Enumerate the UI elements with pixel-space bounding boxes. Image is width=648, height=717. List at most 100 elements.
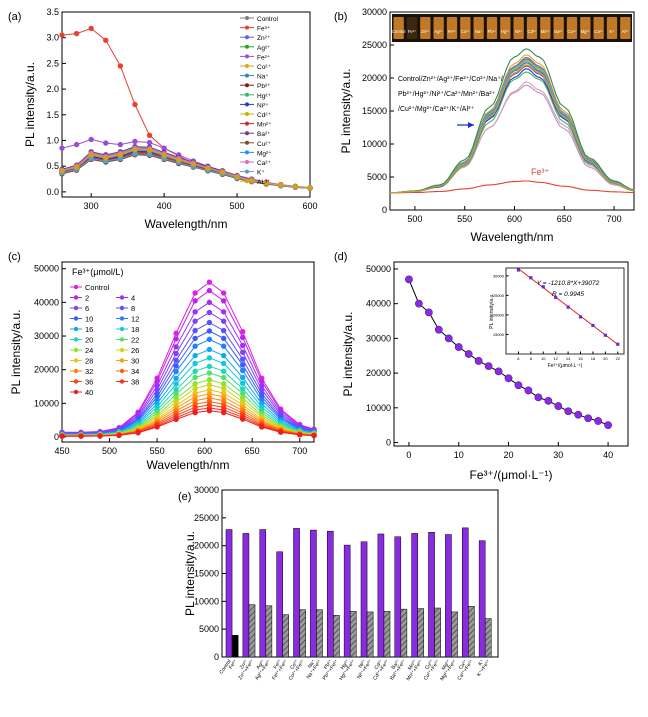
panel-a-legend-label: Control	[257, 16, 279, 23]
panel-a-point	[292, 184, 299, 190]
panel-d-ytick-label: 20000	[366, 368, 391, 378]
panel-e-bar	[343, 544, 351, 658]
panel-c-ytick-label: 40000	[34, 297, 59, 307]
panel-c-point	[206, 370, 213, 376]
panel-c-point	[311, 432, 317, 439]
panel-b-ytick-label: 15000	[362, 106, 387, 116]
panel-b-series-line	[389, 81, 635, 194]
panel-c-legend-label: 28	[85, 357, 93, 366]
panel-a-point	[117, 152, 124, 158]
panel-b-vial	[406, 17, 418, 39]
panel-c-point	[173, 350, 179, 357]
panel-d-point	[574, 410, 583, 419]
panel-d-point	[604, 421, 612, 430]
panel-e-bar	[327, 530, 334, 658]
panel-c-point	[192, 318, 198, 324]
panel-a-point	[263, 180, 269, 186]
panel-a-point	[59, 168, 65, 174]
panel-c-legend-marker	[73, 337, 79, 342]
panel-c-point	[220, 309, 227, 315]
panel-d-point	[564, 407, 573, 416]
panel-c-point	[192, 360, 198, 367]
panel-a-legend-marker	[245, 73, 249, 78]
panel-c-point	[206, 408, 213, 414]
panel-b-vial-label: Na⁺	[475, 29, 483, 34]
panel-b-vial	[473, 17, 484, 39]
panel-c-legend-marker	[73, 358, 79, 363]
panel-d-point	[434, 325, 443, 334]
panel-a-legend-marker	[245, 140, 249, 145]
panel-d-point	[405, 275, 413, 284]
panel-b-series-line	[390, 59, 635, 194]
panel-c-series-line	[62, 357, 315, 436]
panel-b-vial-label: Mn²⁺	[541, 29, 550, 34]
panel-c-legend-label: 6	[85, 304, 89, 313]
panel-d-x-axis-title: Fe³⁺/(μmol·L⁻¹)	[470, 468, 553, 482]
panel-b-ytick-label: 5000	[367, 172, 387, 182]
panel-d-ytick-label: 10000	[366, 403, 391, 413]
panel-e-bar	[478, 540, 486, 658]
panel-c-point	[192, 327, 198, 334]
panel-a-legend-label: K⁺	[257, 170, 265, 177]
panel-c-legend-marker	[73, 347, 79, 353]
panel-d-point	[414, 299, 423, 308]
panel-c-point	[206, 309, 213, 316]
panel-c-point	[192, 309, 198, 315]
panel-c-ytick-label: 30000	[34, 331, 59, 341]
panel-b-vial-label: Zn²⁺	[421, 29, 430, 34]
panel-c-point	[192, 368, 198, 374]
panel-a-point	[59, 32, 65, 38]
panel-c-point	[78, 433, 84, 439]
panel-b-vial-label: Mg²⁺	[581, 29, 590, 34]
panel-b-vial	[620, 17, 631, 39]
panel-label-c: (c)	[8, 251, 21, 263]
panel-d-inset-r: R = 0.9945	[552, 291, 584, 298]
panel-e-category-label: K⁺	[477, 658, 486, 667]
panel-b-series-line	[389, 48, 635, 194]
panel-a-point	[103, 37, 109, 43]
panel-a-point	[278, 182, 284, 188]
panel-b-xtick-label: 550	[457, 214, 472, 224]
panel-d-point	[484, 362, 493, 371]
panel-e-category-label: Ca²⁺	[458, 658, 469, 670]
panel-c-legend-marker	[73, 389, 79, 395]
panel-c-legend-label: 20	[85, 336, 93, 345]
panel-c-ytick-label: 10000	[34, 398, 59, 408]
panel-d-inset-point	[591, 323, 595, 328]
panel-e-bar	[242, 533, 250, 658]
panel-a-legend-label: AL³⁺	[257, 179, 271, 186]
panel-c-legend-label: 4	[131, 294, 135, 303]
panel-a-legend-marker	[245, 25, 249, 30]
panel-e-bar	[265, 605, 273, 658]
panel-c-point	[220, 298, 227, 304]
panel-a-y-axis-title: PL intensity/a.u.	[23, 62, 37, 147]
panel-e-ytick-label: 25000	[194, 513, 219, 523]
panel-b-ytick-label: 10000	[362, 139, 387, 149]
panel-a-ytick-label: 1.5	[46, 110, 59, 120]
panel-a-legend-marker	[245, 112, 249, 116]
panel-c-legend-marker	[73, 305, 79, 311]
panel-c-point	[192, 335, 198, 342]
panel-a-legend-marker	[245, 160, 249, 164]
panel-c-legend-label: 24	[85, 346, 93, 355]
panel-c-point	[206, 328, 213, 334]
panel-c-point	[97, 433, 103, 439]
panel-b-vial	[486, 17, 498, 39]
panel-c-point	[239, 386, 246, 392]
panel-a-legend-label: Fe²⁺	[257, 54, 271, 61]
panel-d-point	[534, 393, 543, 402]
panel-c-legend-marker	[119, 347, 125, 353]
panel-a-point	[88, 25, 94, 32]
panel-b-ytick-label: 30000	[362, 7, 387, 17]
panel-d-inset-ytick-label: 30000	[493, 273, 505, 278]
panel-d-inset-xtick-label: 6	[517, 356, 520, 361]
panel-label-e: (e)	[178, 491, 191, 503]
panel-c-point	[239, 367, 246, 374]
panel-a-point	[146, 139, 153, 146]
panel-a-legend-marker	[245, 131, 249, 136]
panel-a-legend-label: Pb²⁺	[257, 83, 271, 90]
panel-c-point	[239, 329, 246, 335]
panel-c-point	[220, 352, 227, 359]
panel-c-point	[220, 385, 227, 392]
panel-d-point	[504, 374, 513, 383]
